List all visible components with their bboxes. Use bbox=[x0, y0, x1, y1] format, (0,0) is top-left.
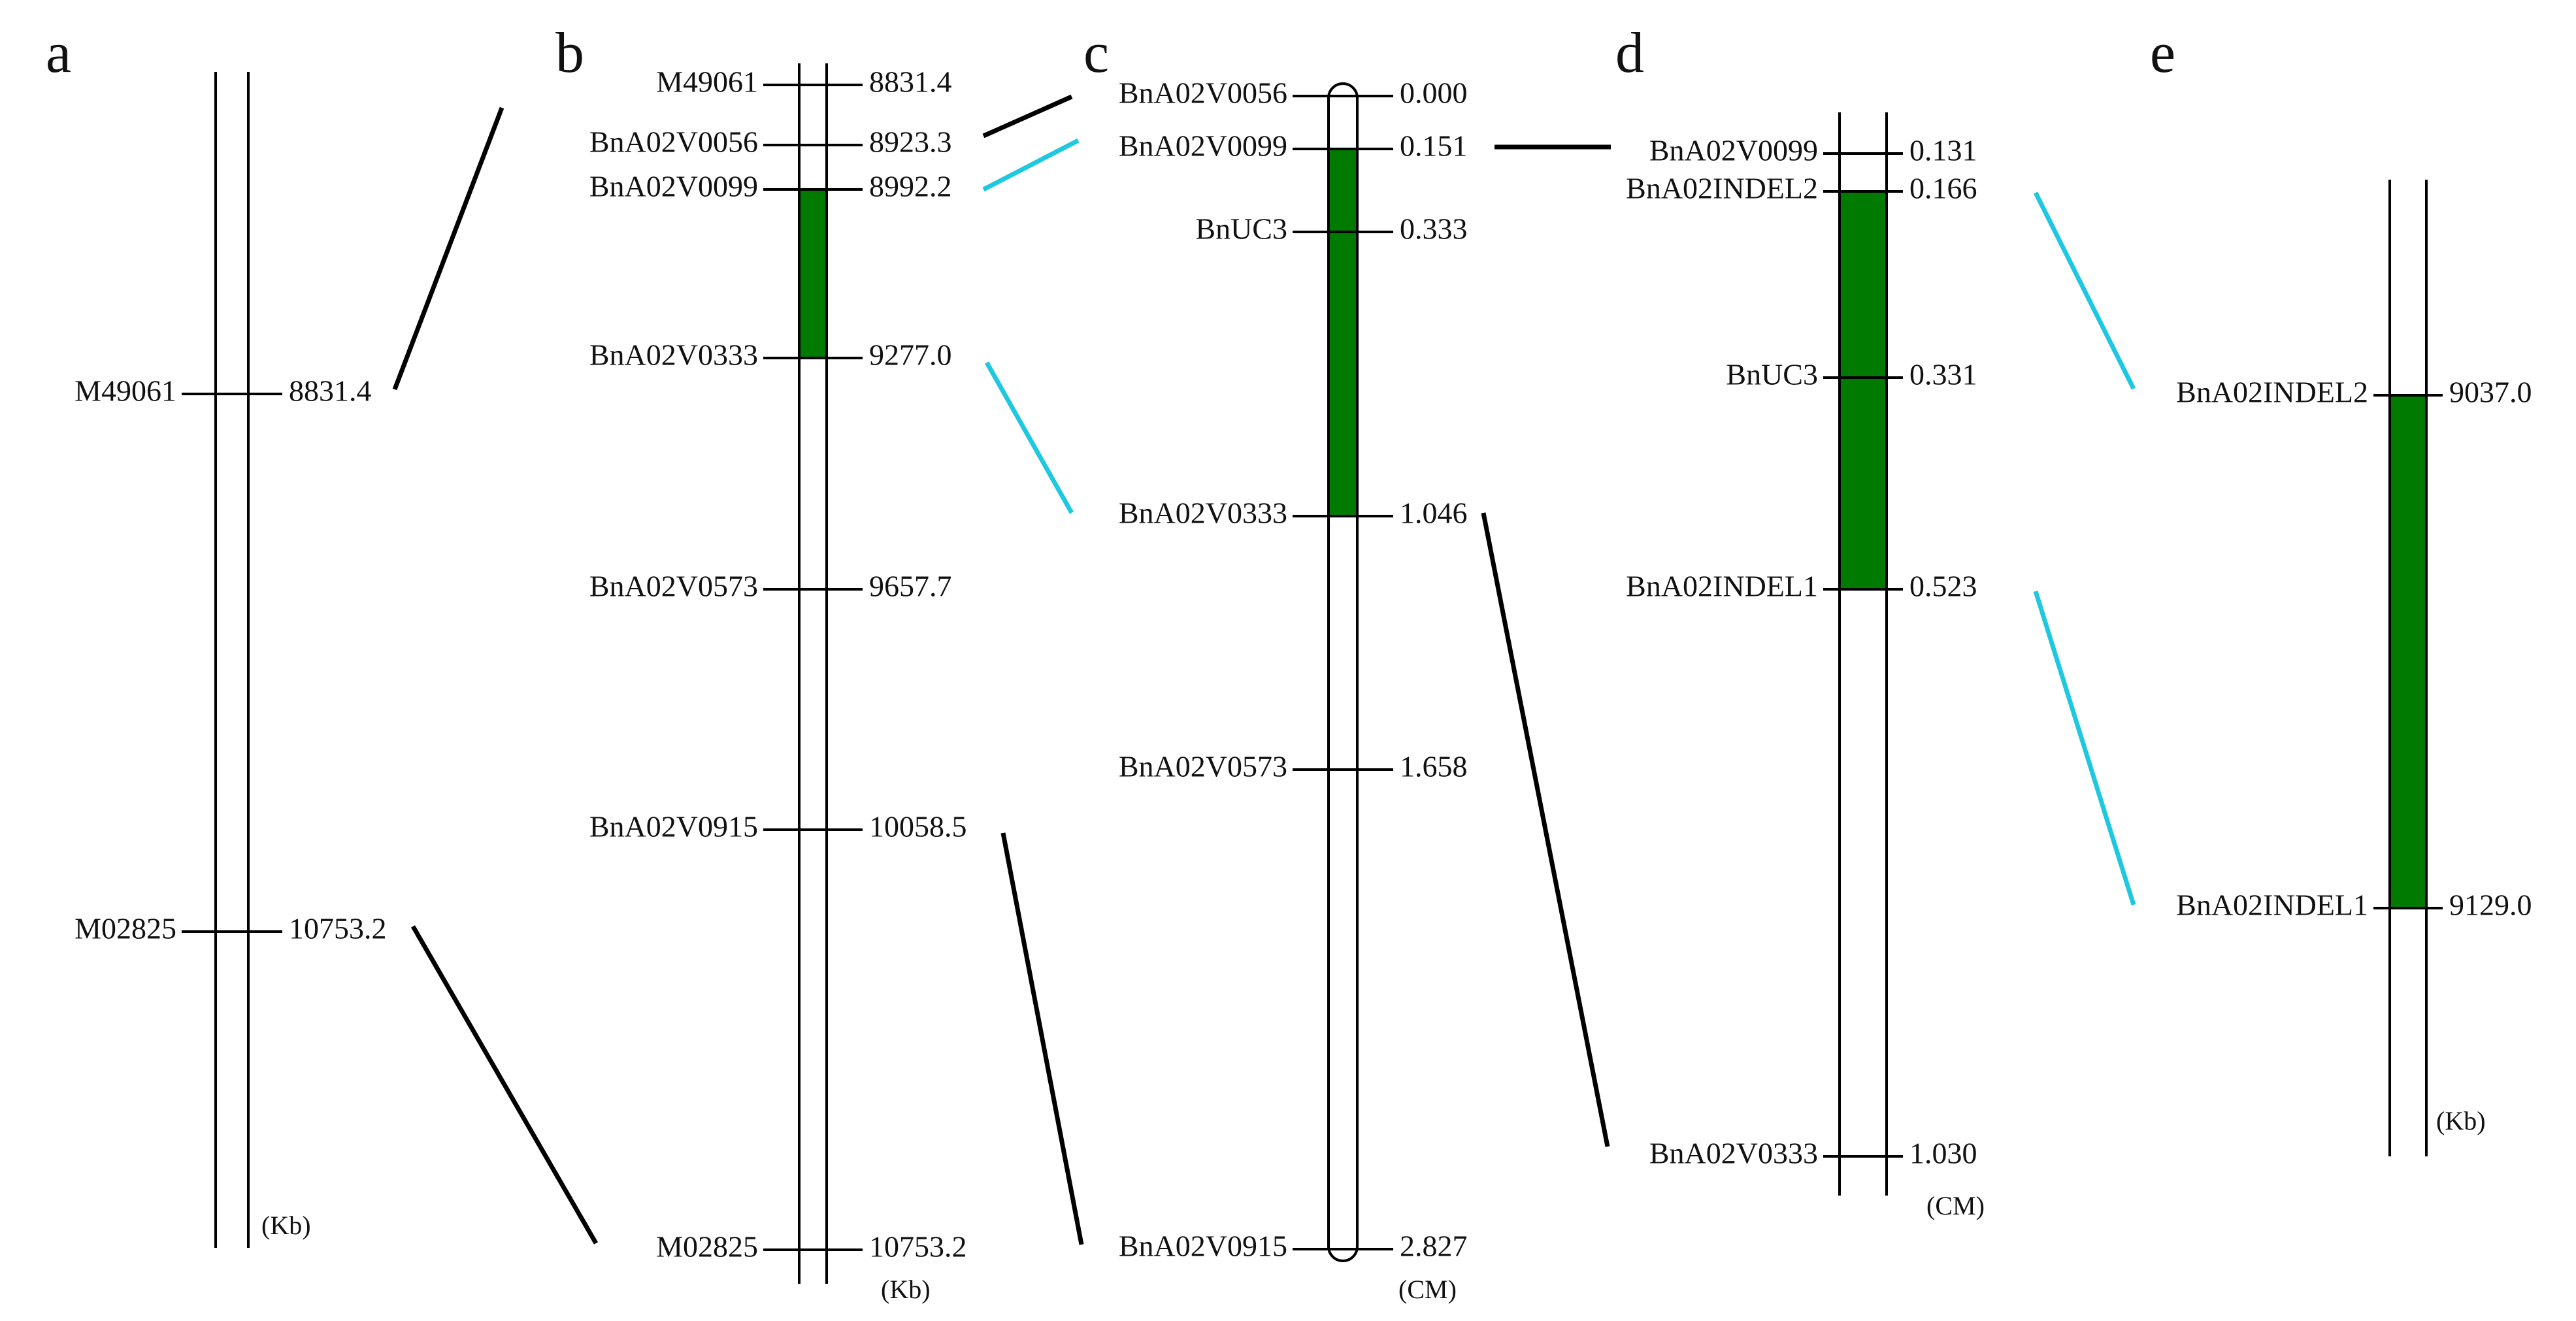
panel-label: a bbox=[46, 22, 71, 85]
marker-position: 1.046 bbox=[1400, 497, 1468, 530]
marker-name: BnA02V0915 bbox=[589, 810, 758, 843]
marker-name: BnA02V0333 bbox=[1649, 1137, 1818, 1170]
marker-name: BnA02INDEL1 bbox=[1626, 570, 1818, 603]
marker-position: 1.030 bbox=[1909, 1137, 1977, 1170]
marker-position: 0.131 bbox=[1909, 134, 1977, 167]
marker-name: BnA02V0099 bbox=[1119, 129, 1287, 163]
marker-position: 8831.4 bbox=[869, 65, 952, 99]
mapped-region bbox=[799, 189, 827, 358]
marker-name: BnA02V0333 bbox=[1119, 497, 1287, 530]
unit-label: (Kb) bbox=[261, 1211, 311, 1240]
marker-name: M49061 bbox=[656, 65, 758, 99]
marker-position: 9037.0 bbox=[2449, 376, 2532, 409]
marker-position: 9129.0 bbox=[2449, 889, 2532, 922]
mapped-region bbox=[1840, 191, 1887, 589]
connector-line-cyan bbox=[984, 361, 1074, 514]
panel-label: e bbox=[2150, 22, 2175, 85]
panel-e: e BnA02INDEL2 9037.0 BnA02INDEL1 9129.0 (Kb) bbox=[2150, 22, 2532, 1156]
marker-position: 0.166 bbox=[1909, 172, 1977, 205]
marker-position: 8992.2 bbox=[869, 170, 952, 203]
marker-name: BnA02V0915 bbox=[1119, 1230, 1287, 1263]
marker-position: 10753.2 bbox=[289, 912, 387, 945]
marker-position: 0.000 bbox=[1400, 76, 1468, 110]
panel-label: b bbox=[555, 22, 584, 85]
marker-position: 8831.4 bbox=[289, 374, 372, 408]
panel-a: a M49061 8831.4 M02825 10753.2 (Kb) bbox=[46, 22, 387, 1248]
marker-position: 10753.2 bbox=[869, 1230, 967, 1264]
marker-name: BnUC3 bbox=[1726, 358, 1818, 391]
marker-position: 2.827 bbox=[1400, 1230, 1468, 1263]
marker-name: M49061 bbox=[74, 374, 176, 408]
panel-b: b M49061 8831.4 BnA02V0056 8923.3 BnA02V0099 8… bbox=[555, 22, 967, 1304]
marker-name: BnA02V0056 bbox=[1119, 76, 1287, 110]
marker-name: M02825 bbox=[656, 1230, 758, 1264]
marker-name: BnA02INDEL1 bbox=[2176, 889, 2368, 922]
marker-name: BnA02V0333 bbox=[589, 338, 758, 372]
connector-line-cyan bbox=[982, 138, 1080, 192]
marker-name: BnA02V0056 bbox=[589, 125, 758, 159]
marker-position: 8923.3 bbox=[869, 125, 952, 159]
marker-position: 9277.0 bbox=[869, 338, 952, 372]
mapped-region bbox=[2390, 395, 2426, 908]
marker-name: BnA02INDEL2 bbox=[1626, 172, 1818, 205]
unit-label: (CM) bbox=[1398, 1275, 1457, 1304]
panel-c: c BnA02V0056 0.000 BnA02V0099 0.151 BnUC3 0.33… bbox=[1083, 22, 1468, 1304]
connector-line-cyan bbox=[2033, 191, 2136, 390]
marker-position: 0.151 bbox=[1400, 129, 1468, 163]
panel-label: d bbox=[1615, 22, 1644, 85]
chromosome-body bbox=[1327, 82, 1359, 1262]
connector-line-black bbox=[982, 94, 1073, 139]
connector-line-black bbox=[410, 925, 599, 1245]
marker-name: M02825 bbox=[74, 912, 176, 945]
unit-label: (Kb) bbox=[2436, 1106, 2486, 1135]
unit-label: (Kb) bbox=[881, 1275, 931, 1304]
marker-name: BnA02V0099 bbox=[1649, 134, 1818, 167]
marker-name: BnUC3 bbox=[1195, 212, 1287, 246]
connector-lines bbox=[392, 94, 2136, 1245]
panel-label: c bbox=[1083, 22, 1109, 85]
marker-name: BnA02V0099 bbox=[589, 170, 758, 203]
marker-position: 0.331 bbox=[1909, 358, 1977, 391]
marker-name: BnA02V0573 bbox=[1119, 750, 1287, 783]
marker-position: 9657.7 bbox=[869, 570, 952, 603]
connector-line-black bbox=[1481, 512, 1610, 1147]
marker-position: 10058.5 bbox=[869, 810, 967, 843]
marker-name: BnA02INDEL2 bbox=[2176, 376, 2368, 409]
connector-line-black bbox=[392, 106, 504, 391]
connector-line-black bbox=[1000, 832, 1084, 1245]
connector-line-cyan bbox=[2033, 590, 2136, 906]
marker-position: 1.658 bbox=[1400, 750, 1468, 783]
marker-name: BnA02V0573 bbox=[589, 570, 758, 603]
marker-position: 0.523 bbox=[1909, 570, 1977, 603]
mapped-region bbox=[1329, 149, 1357, 516]
marker-position: 0.333 bbox=[1400, 212, 1468, 246]
unit-label: (CM) bbox=[1926, 1191, 1985, 1220]
panel-d: d BnA02V0099 0.131 BnA02INDEL2 0.166 BnUC3 0.3… bbox=[1615, 22, 1985, 1220]
